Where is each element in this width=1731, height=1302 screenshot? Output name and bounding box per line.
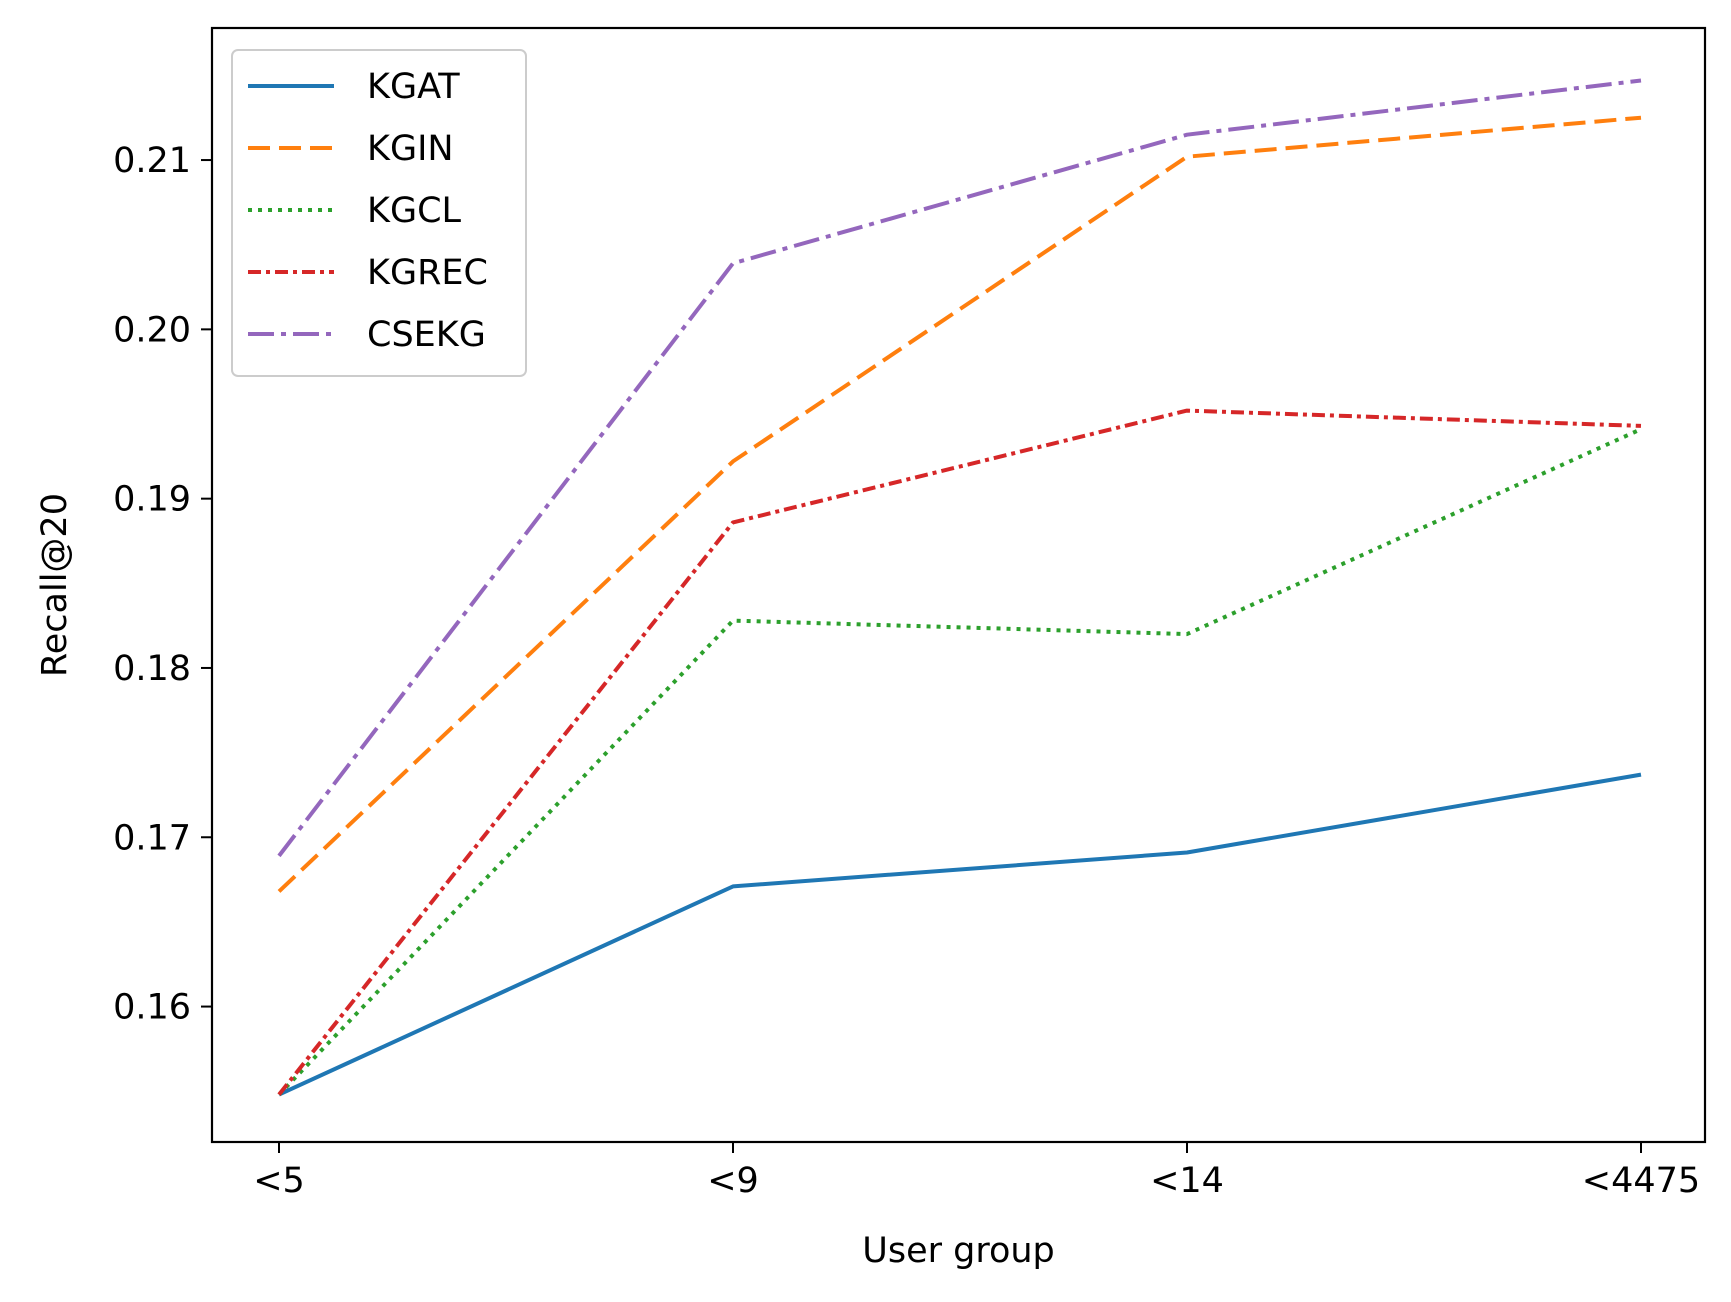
series-line-kgcl: [277, 427, 1642, 1096]
legend-box: [231, 49, 527, 377]
x-tick-label: <14: [1150, 1161, 1224, 1201]
x-tick-label: <9: [707, 1161, 759, 1201]
y-axis-label: Recall@20: [35, 493, 75, 677]
x-axis: <5 <9 <14 <4475: [253, 1142, 1700, 1201]
legend-label-kgcl: KGCL: [367, 191, 462, 231]
x-axis-label: User group: [862, 1231, 1055, 1271]
legend: KGAT KGIN KGCL KGREC CSEKG: [231, 49, 527, 377]
series-line-kgrec: [277, 408, 1642, 1096]
y-tick-label: 0.18: [113, 649, 191, 689]
y-tick-label: 0.17: [113, 818, 191, 858]
y-tick-label: 0.20: [113, 310, 191, 350]
x-tick-label: <4475: [1582, 1161, 1700, 1201]
y-tick-label: 0.19: [113, 480, 191, 520]
legend-label-kgrec: KGREC: [367, 253, 488, 293]
legend-label-csekg: CSEKG: [367, 315, 486, 355]
series-line-kgin: [277, 115, 1642, 893]
legend-label-kgat: KGAT: [367, 67, 460, 107]
plot-lines: [277, 78, 1642, 1097]
axes-frame: [210, 26, 1707, 1144]
x-tick-label: <5: [253, 1161, 305, 1201]
y-tick-label: 0.16: [113, 988, 191, 1028]
series-line-csekg: [277, 78, 1642, 858]
series-line-kgat: [278, 772, 1642, 1097]
y-tick-label: 0.21: [113, 141, 191, 181]
y-axis: 0.16 0.17 0.18 0.19 0.20 0.21: [113, 141, 212, 1028]
legend-label-kgin: KGIN: [367, 129, 454, 169]
